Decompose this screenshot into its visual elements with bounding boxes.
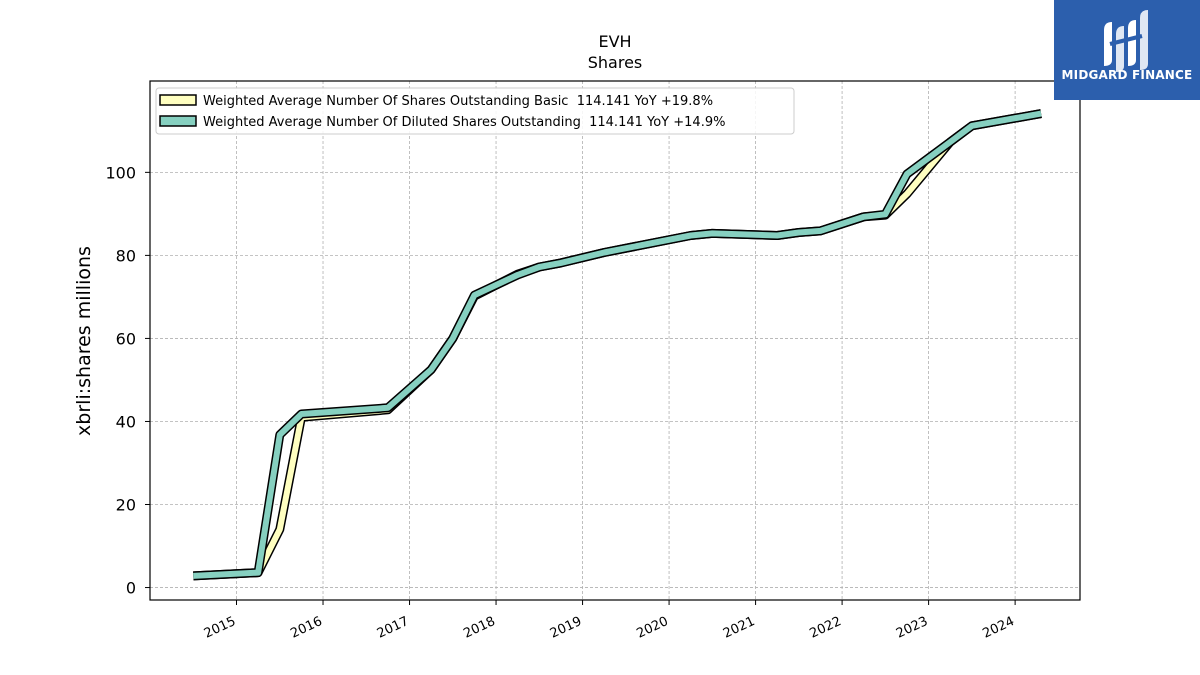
series-2 — [193, 109, 1042, 581]
legend-swatch — [159, 115, 197, 127]
x-tick-label: 2023 — [894, 614, 930, 642]
y-axis-label: xbrli:shares millions — [73, 246, 95, 436]
x-tick-label: 2018 — [461, 614, 497, 642]
brand-name: MIDGARD FINANCE — [1061, 68, 1193, 82]
x-tick-label: 2017 — [375, 614, 411, 642]
x-tick-label: 2020 — [634, 614, 670, 642]
x-tick-label: 2016 — [288, 614, 324, 642]
x-tick-label: 2019 — [548, 614, 584, 642]
y-tick-label: 60 — [116, 329, 136, 348]
series-lines — [193, 109, 1042, 581]
y-tick-label: 20 — [116, 496, 136, 515]
midgard-logo-icon — [1104, 10, 1148, 72]
legend-label: Weighted Average Number Of Shares Outsta… — [203, 94, 713, 109]
y-tick-label: 0 — [126, 579, 136, 598]
legend: Weighted Average Number Of Shares Outsta… — [155, 87, 795, 135]
series-line — [193, 110, 1042, 579]
legend-swatch — [159, 94, 197, 106]
plot-frame — [149, 80, 1081, 601]
series-line — [193, 110, 1042, 579]
x-tick-label: 2024 — [980, 614, 1016, 642]
chart-subtitle: Shares — [588, 53, 643, 72]
x-tick-label: 2015 — [202, 614, 238, 642]
brand-logo: MIDGARD FINANCE — [1054, 0, 1200, 100]
x-tick-label: 2022 — [807, 614, 843, 642]
x-tick-label: 2021 — [721, 614, 757, 642]
chart-title: EVH — [598, 32, 631, 51]
y-tick-label: 80 — [116, 246, 136, 265]
legend-label: Weighted Average Number Of Diluted Share… — [203, 115, 725, 130]
y-tick-label: 40 — [116, 412, 136, 431]
y-tick-label: 100 — [105, 163, 136, 182]
series-1 — [193, 109, 1042, 581]
legend-box — [155, 87, 795, 135]
